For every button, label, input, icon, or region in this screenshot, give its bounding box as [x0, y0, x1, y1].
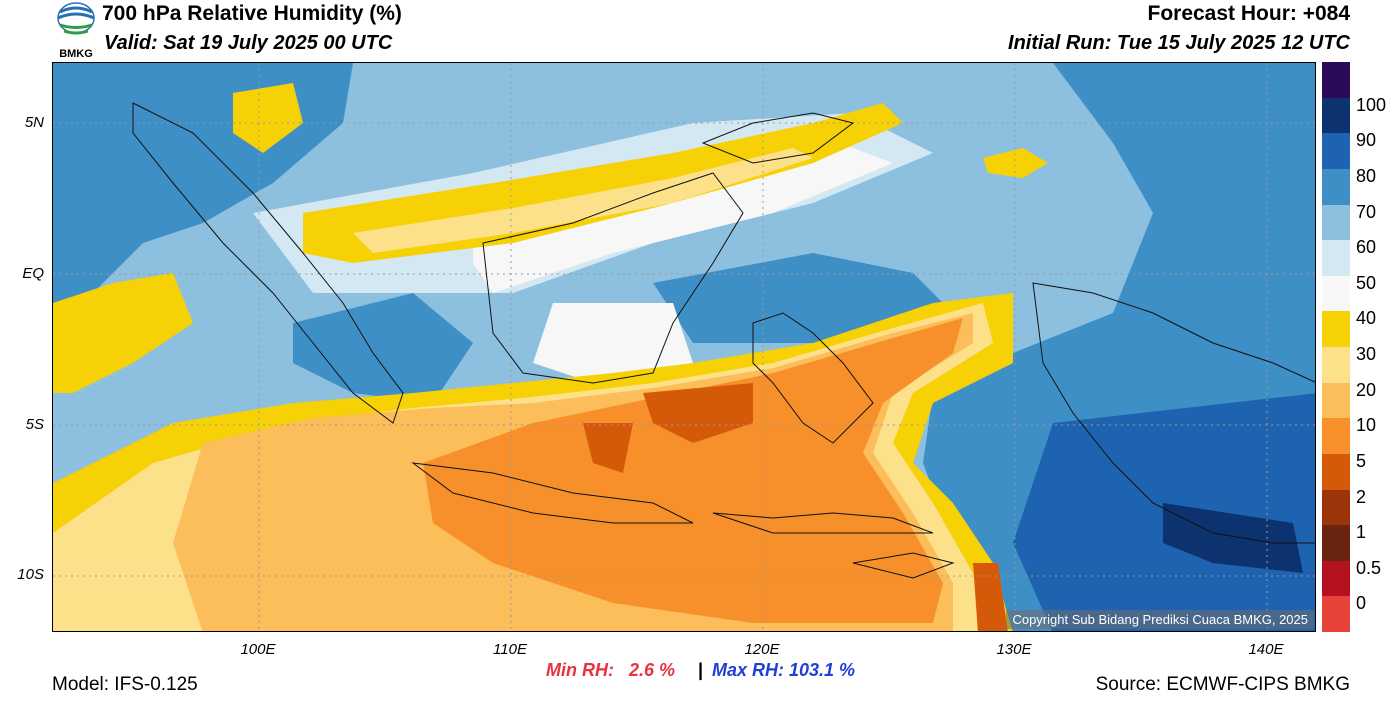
lat-label-5n: 5N: [24, 114, 44, 131]
legend-swatch: [1322, 275, 1350, 312]
stats-separator: |: [698, 660, 704, 680]
legend-label: 50: [1356, 272, 1377, 293]
legend-label: 60: [1356, 237, 1377, 258]
legend-swatch: [1322, 596, 1350, 632]
legend-swatch: [1322, 311, 1350, 347]
legend-swatch: [1322, 560, 1350, 597]
lon-label-120e: 120E: [744, 641, 780, 658]
legend-label: 70: [1356, 201, 1377, 222]
legend-label: 30: [1356, 344, 1377, 364]
lon-label-140e: 140E: [1248, 641, 1284, 658]
colorbar-legend: [1322, 62, 1350, 632]
lat-label-eq: EQ: [22, 265, 44, 282]
legend-swatch: [1322, 133, 1350, 169]
legend-swatch: [1322, 240, 1350, 276]
legend-swatch: [1322, 382, 1350, 419]
min-rh: Min RH: 2.6 %: [546, 660, 676, 680]
legend-swatch: [1322, 525, 1350, 561]
legend-label: 5: [1356, 450, 1367, 471]
legend-label: 0: [1356, 593, 1367, 614]
legend-label: 0.5: [1356, 557, 1382, 578]
legend-label: 2: [1356, 486, 1367, 507]
legend-swatch: [1322, 489, 1350, 526]
legend-swatch: [1322, 204, 1350, 241]
initial-run: Initial Run: Tue 15 July 2025 12 UTC: [1008, 32, 1350, 54]
lon-label-100e: 100E: [240, 641, 276, 658]
legend-label: 1: [1356, 522, 1367, 543]
lon-label-110e: 110E: [493, 641, 527, 658]
legend-label: 10: [1356, 415, 1377, 436]
logo-text: BMKG: [59, 48, 93, 60]
legend-swatch: [1322, 168, 1350, 205]
max-rh: Max RH: 103.1 %: [712, 660, 856, 680]
legend-label: 100: [1356, 94, 1387, 115]
humidity-map: [52, 62, 1316, 632]
forecast-hour: Forecast Hour: +084: [1147, 2, 1351, 25]
legend-swatch: [1322, 453, 1350, 490]
legend-swatch: [1322, 97, 1350, 134]
lon-label-130e: 130E: [996, 641, 1032, 658]
model-label: Model: IFS-0.125: [52, 674, 198, 695]
legend-label: 40: [1356, 308, 1377, 329]
legend-swatch: [1322, 62, 1350, 98]
chart-title: 700 hPa Relative Humidity (%): [102, 2, 402, 25]
legend-swatch: [1322, 347, 1350, 383]
legend-label: 90: [1356, 130, 1377, 151]
copyright-notice: Copyright Sub Bidang Prediksi Cuaca BMKG…: [1006, 610, 1314, 629]
legend-label: 80: [1356, 165, 1377, 186]
lat-label-5s: 5S: [25, 416, 44, 433]
valid-time: Valid: Sat 19 July 2025 00 UTC: [104, 32, 393, 54]
bmkg-logo-icon: [52, 0, 100, 62]
legend-label: 20: [1356, 379, 1377, 400]
legend-swatch: [1322, 418, 1350, 454]
source-label: Source: ECMWF-CIPS BMKG: [1095, 674, 1350, 695]
lat-label-10s: 10S: [17, 566, 44, 583]
